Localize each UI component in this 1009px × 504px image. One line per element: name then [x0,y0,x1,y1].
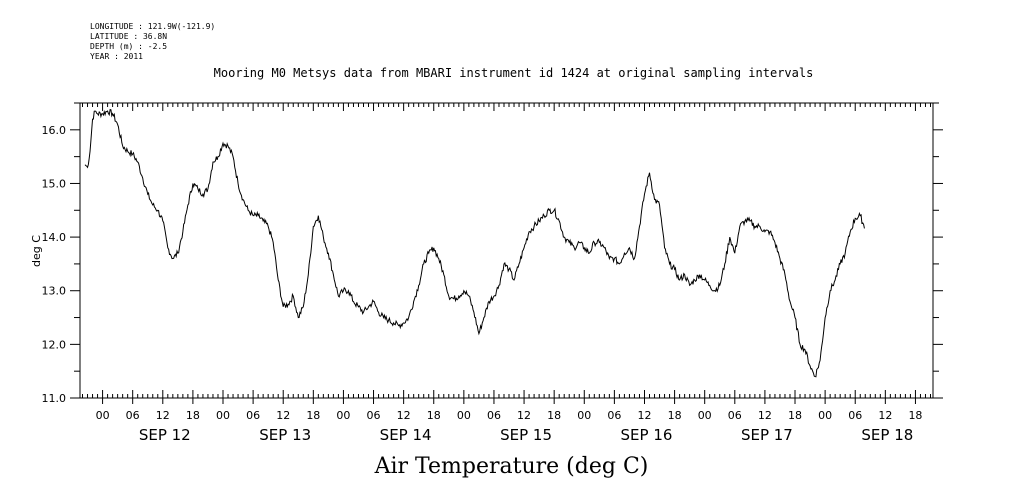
plot-frame [79,102,934,399]
year-text: YEAR : 2011 [90,52,143,61]
x-tick-label: 12 [637,409,651,422]
date-label: SEP 14 [380,426,432,444]
x-tick-label: 12 [517,409,531,422]
x-tick-label: 18 [306,409,320,422]
date-labels: SEP 12 SEP 13 SEP 14 SEP 15 SEP 16 SEP 17 SEP … [139,426,913,444]
x-tick-label: 06 [367,409,381,422]
date-label: SEP 18 [861,426,913,444]
date-label: SEP 13 [259,426,311,444]
x-tick-label: 06 [126,409,140,422]
y-tick-label: 13.0 [42,285,67,298]
date-label: SEP 12 [139,426,191,444]
x-tick-label: 12 [878,409,892,422]
y-tick-label: 14.0 [42,231,67,244]
date-label: SEP 17 [741,426,793,444]
x-tick-label: 06 [246,409,260,422]
x-axis-title: Air Temperature (deg C) [374,454,649,479]
x-tick-label: 06 [848,409,862,422]
longitude-text: LONGITUDE : 121.9W(-121.9) [90,22,216,31]
x-tick-label: 00 [577,409,591,422]
y-tick-label: 12.0 [42,338,67,351]
x-tick-label: 18 [788,409,802,422]
x-tick-label: 12 [758,409,772,422]
x-tick-label: 18 [427,409,441,422]
y-axis-label: deg C [30,235,43,267]
x-tick-label: 12 [397,409,411,422]
depth-text: DEPTH (m) : -2.5 [90,42,168,51]
x-tick-label: 00 [336,409,350,422]
y-tick-label: 11.0 [42,392,67,405]
x-tick-label: 00 [698,409,712,422]
x-tick-label: 18 [668,409,682,422]
date-label: SEP 15 [500,426,552,444]
x-tick-label: 00 [818,409,832,422]
x-tick-label: 18 [186,409,200,422]
x-tick-label: 00 [96,409,110,422]
y-tick-label: 16.0 [42,124,67,137]
x-tick-label: 18 [908,409,922,422]
x-tick-label: 00 [457,409,471,422]
x-tick-label: 06 [607,409,621,422]
chart-title: Mooring M0 Metsys data from MBARI instru… [213,66,814,80]
y-tick-label: 15.0 [42,177,67,190]
x-tick-label: 06 [487,409,501,422]
metadata-block: LONGITUDE : 121.9W(-121.9) LATITUDE : 36… [90,22,215,62]
date-label: SEP 16 [621,426,673,444]
x-tick-labels: 00 06 12 18 00 06 12 18 00 06 12 18 00 06 12 18 00 06 12 18… [96,409,923,422]
x-tick-label: 00 [216,409,230,422]
x-tick-label: 18 [547,409,561,422]
axis-ticks [70,102,943,404]
x-tick-label: 12 [156,409,170,422]
y-tick-labels: 11.0 12.0 13.0 14.0 15.0 16.0 [42,124,67,405]
latitude-text: LATITUDE : 36.8N [90,32,168,41]
air-temperature-line [84,108,865,378]
x-tick-label: 06 [728,409,742,422]
x-tick-label: 12 [276,409,290,422]
